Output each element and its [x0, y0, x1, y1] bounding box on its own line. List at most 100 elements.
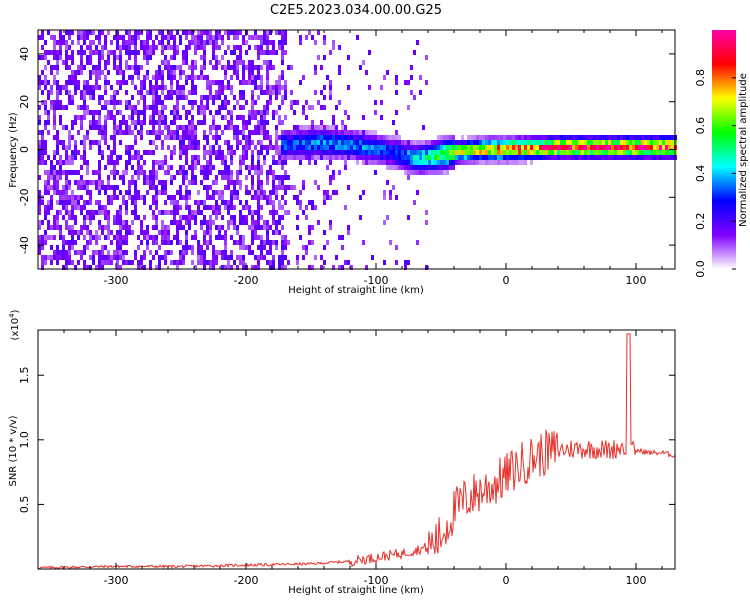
heatmap-cell: [119, 55, 122, 60]
heatmap-cell: [545, 145, 548, 150]
heatmap-cell: [116, 160, 119, 165]
heatmap-cell: [413, 150, 416, 155]
heatmap-cell: [425, 80, 428, 85]
heatmap-cell: [251, 165, 254, 170]
heatmap-cell: [56, 150, 59, 155]
heatmap-cell: [254, 130, 257, 135]
heatmap-cell: [311, 225, 314, 230]
heatmap-cell: [167, 250, 170, 255]
heatmap-cell: [182, 140, 185, 145]
heatmap-cell: [323, 145, 326, 150]
heatmap-cell: [239, 215, 242, 220]
heatmap-cell: [440, 155, 443, 160]
heatmap-cell: [191, 160, 194, 165]
heatmap-cell: [113, 140, 116, 145]
heatmap-cell: [215, 30, 218, 35]
heatmap-cell: [176, 30, 179, 35]
heatmap-cell: [131, 65, 134, 70]
heatmap-cell: [152, 200, 155, 205]
heatmap-cell: [161, 45, 164, 50]
heatmap-cell: [149, 30, 152, 35]
heatmap-cell: [65, 195, 68, 200]
heatmap-cell: [197, 155, 200, 160]
heatmap-cell: [440, 135, 443, 140]
heatmap-cell: [230, 125, 233, 130]
heatmap-cell: [341, 145, 344, 150]
heatmap-cell: [275, 145, 278, 150]
heatmap-cell: [92, 125, 95, 130]
heatmap-cell: [209, 215, 212, 220]
heatmap-cell: [470, 145, 473, 150]
heatmap-cell: [74, 180, 77, 185]
heatmap-cell: [59, 190, 62, 195]
heatmap-cell: [281, 240, 284, 245]
heatmap-cell: [83, 215, 86, 220]
heatmap-cell: [92, 210, 95, 215]
heatmap-cell: [248, 120, 251, 125]
heatmap-cell: [50, 100, 53, 105]
heatmap-cell: [203, 105, 206, 110]
heatmap-cell: [197, 255, 200, 260]
heatmap-cell: [122, 255, 125, 260]
heatmap-cell: [98, 35, 101, 40]
heatmap-cell: [77, 65, 80, 70]
heatmap-cell: [134, 210, 137, 215]
heatmap-cell: [416, 240, 419, 245]
heatmap-cell: [245, 205, 248, 210]
heatmap-cell: [53, 220, 56, 225]
heatmap-cell: [47, 95, 50, 100]
heatmap-cell: [47, 185, 50, 190]
heatmap-cell: [71, 205, 74, 210]
heatmap-cell: [74, 120, 77, 125]
heatmap-cell: [167, 225, 170, 230]
heatmap-cell: [170, 55, 173, 60]
heatmap-cell: [479, 145, 482, 150]
heatmap-cell: [98, 100, 101, 105]
heatmap-cell: [134, 185, 137, 190]
heatmap-cell: [410, 150, 413, 155]
heatmap-cell: [278, 200, 281, 205]
heatmap-cell: [230, 110, 233, 115]
heatmap-cell: [653, 135, 656, 140]
heatmap-cell: [224, 95, 227, 100]
heatmap-cell: [362, 155, 365, 160]
heatmap-cell: [86, 165, 89, 170]
heatmap-cell: [86, 60, 89, 65]
heatmap-cell: [98, 175, 101, 180]
heatmap-cell: [185, 150, 188, 155]
heatmap-cell: [86, 80, 89, 85]
heatmap-cell: [332, 190, 335, 195]
heatmap-cell: [431, 150, 434, 155]
heatmap-cell: [218, 195, 221, 200]
heatmap-cell: [170, 30, 173, 35]
heatmap-cell: [140, 225, 143, 230]
heatmap-cell: [83, 160, 86, 165]
heatmap-cell: [575, 145, 578, 150]
heatmap-cell: [74, 230, 77, 235]
heatmap-cell: [248, 245, 251, 250]
heatmap-cell: [224, 125, 227, 130]
heatmap-cell: [239, 245, 242, 250]
heatmap-cell: [164, 235, 167, 240]
heatmap-cell: [218, 205, 221, 210]
heatmap-cell: [185, 35, 188, 40]
heatmap-cell: [125, 200, 128, 205]
heatmap-cell: [260, 80, 263, 85]
heatmap-cell: [188, 140, 191, 145]
heatmap-cell: [362, 240, 365, 245]
heatmap-cell: [668, 150, 671, 155]
heatmap-cell: [320, 90, 323, 95]
heatmap-cell: [65, 45, 68, 50]
heatmap-cell: [206, 30, 209, 35]
heatmap-cell: [251, 235, 254, 240]
heatmap-cell: [41, 220, 44, 225]
heatmap-cell: [125, 65, 128, 70]
heatmap-cell: [137, 90, 140, 95]
heatmap-cell: [143, 85, 146, 90]
heatmap-cell: [488, 155, 491, 160]
heatmap-cell: [203, 255, 206, 260]
heatmap-cell: [317, 220, 320, 225]
heatmap-cell: [323, 40, 326, 45]
heatmap-cell: [182, 225, 185, 230]
heatmap-cell: [194, 230, 197, 235]
